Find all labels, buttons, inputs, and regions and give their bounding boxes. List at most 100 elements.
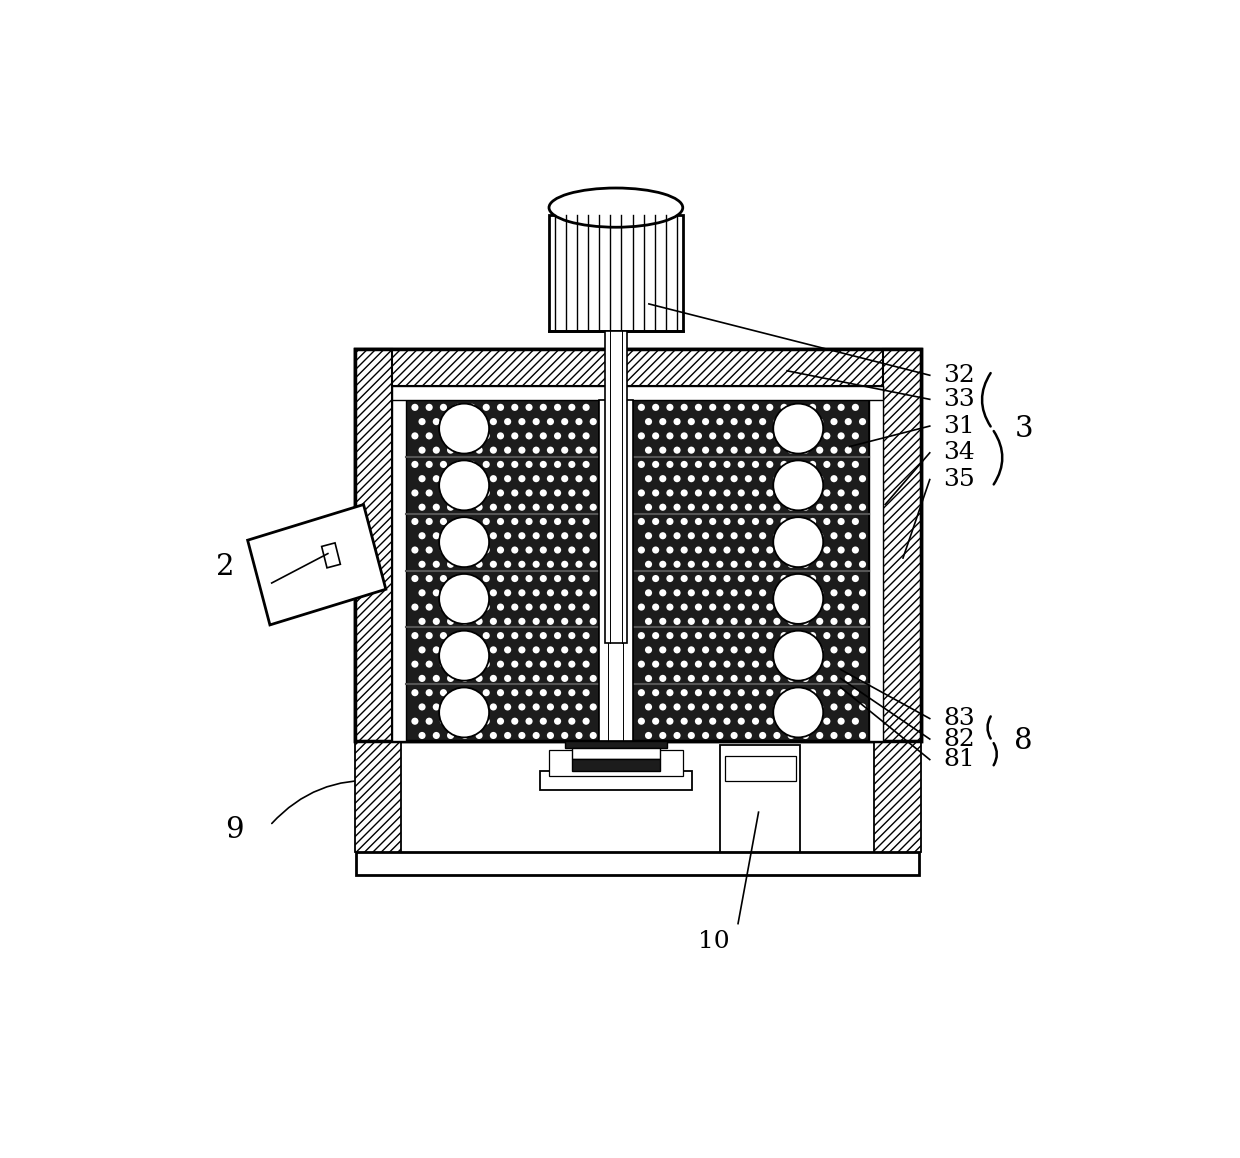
- Circle shape: [745, 475, 751, 482]
- Circle shape: [738, 490, 745, 497]
- Circle shape: [673, 504, 681, 511]
- Circle shape: [837, 432, 844, 439]
- Circle shape: [759, 533, 766, 540]
- Circle shape: [539, 404, 547, 411]
- Circle shape: [673, 675, 681, 682]
- Circle shape: [568, 490, 575, 497]
- Circle shape: [575, 617, 583, 625]
- Circle shape: [780, 718, 787, 725]
- Circle shape: [787, 617, 795, 625]
- Circle shape: [844, 418, 852, 425]
- Circle shape: [590, 447, 596, 454]
- Circle shape: [547, 475, 554, 482]
- Text: 81: 81: [944, 748, 975, 771]
- Circle shape: [723, 660, 730, 668]
- Circle shape: [505, 732, 511, 739]
- Circle shape: [780, 632, 787, 639]
- Circle shape: [808, 632, 816, 639]
- Circle shape: [816, 560, 823, 567]
- Circle shape: [774, 404, 823, 454]
- Circle shape: [717, 418, 723, 425]
- Circle shape: [787, 589, 795, 596]
- Circle shape: [482, 718, 490, 725]
- Circle shape: [461, 447, 469, 454]
- Circle shape: [562, 617, 568, 625]
- Circle shape: [475, 617, 482, 625]
- Ellipse shape: [549, 188, 683, 227]
- Circle shape: [490, 447, 497, 454]
- Circle shape: [418, 646, 425, 653]
- Circle shape: [666, 490, 673, 497]
- Circle shape: [709, 432, 717, 439]
- Circle shape: [808, 518, 816, 525]
- Circle shape: [554, 461, 562, 468]
- Circle shape: [568, 547, 575, 554]
- Circle shape: [702, 504, 709, 511]
- Circle shape: [660, 589, 666, 596]
- Circle shape: [751, 432, 759, 439]
- Circle shape: [844, 675, 852, 682]
- Circle shape: [795, 660, 802, 668]
- Circle shape: [446, 418, 454, 425]
- Circle shape: [795, 603, 802, 610]
- Circle shape: [774, 688, 823, 738]
- Circle shape: [787, 732, 795, 739]
- Circle shape: [823, 632, 831, 639]
- Circle shape: [730, 504, 738, 511]
- Circle shape: [637, 718, 645, 725]
- Circle shape: [681, 689, 688, 696]
- Circle shape: [575, 533, 583, 540]
- Circle shape: [637, 660, 645, 668]
- Circle shape: [837, 490, 844, 497]
- Circle shape: [446, 447, 454, 454]
- Circle shape: [787, 475, 795, 482]
- Circle shape: [702, 646, 709, 653]
- Circle shape: [539, 718, 547, 725]
- Circle shape: [688, 675, 694, 682]
- Circle shape: [688, 533, 694, 540]
- Circle shape: [554, 632, 562, 639]
- Circle shape: [688, 646, 694, 653]
- Circle shape: [533, 646, 539, 653]
- Circle shape: [673, 646, 681, 653]
- Circle shape: [730, 475, 738, 482]
- Circle shape: [645, 617, 652, 625]
- Circle shape: [526, 603, 533, 610]
- Circle shape: [688, 504, 694, 511]
- Circle shape: [759, 675, 766, 682]
- Circle shape: [554, 689, 562, 696]
- Circle shape: [440, 518, 446, 525]
- Circle shape: [723, 490, 730, 497]
- Circle shape: [526, 518, 533, 525]
- Circle shape: [562, 418, 568, 425]
- Circle shape: [759, 475, 766, 482]
- Circle shape: [446, 560, 454, 567]
- Circle shape: [852, 660, 859, 668]
- Text: 32: 32: [944, 364, 975, 387]
- Circle shape: [637, 490, 645, 497]
- Circle shape: [446, 475, 454, 482]
- Circle shape: [780, 547, 787, 554]
- Circle shape: [583, 432, 590, 439]
- Circle shape: [808, 603, 816, 610]
- Circle shape: [425, 660, 433, 668]
- Circle shape: [795, 632, 802, 639]
- Circle shape: [681, 547, 688, 554]
- Circle shape: [547, 504, 554, 511]
- Circle shape: [780, 518, 787, 525]
- Circle shape: [490, 504, 497, 511]
- Circle shape: [717, 732, 723, 739]
- Circle shape: [652, 632, 660, 639]
- Circle shape: [808, 689, 816, 696]
- Circle shape: [412, 518, 418, 525]
- Circle shape: [808, 490, 816, 497]
- Circle shape: [816, 447, 823, 454]
- Circle shape: [759, 418, 766, 425]
- Circle shape: [433, 617, 440, 625]
- Circle shape: [425, 689, 433, 696]
- Circle shape: [568, 632, 575, 639]
- Circle shape: [583, 576, 590, 582]
- Circle shape: [461, 589, 469, 596]
- Circle shape: [802, 418, 808, 425]
- Circle shape: [469, 518, 475, 525]
